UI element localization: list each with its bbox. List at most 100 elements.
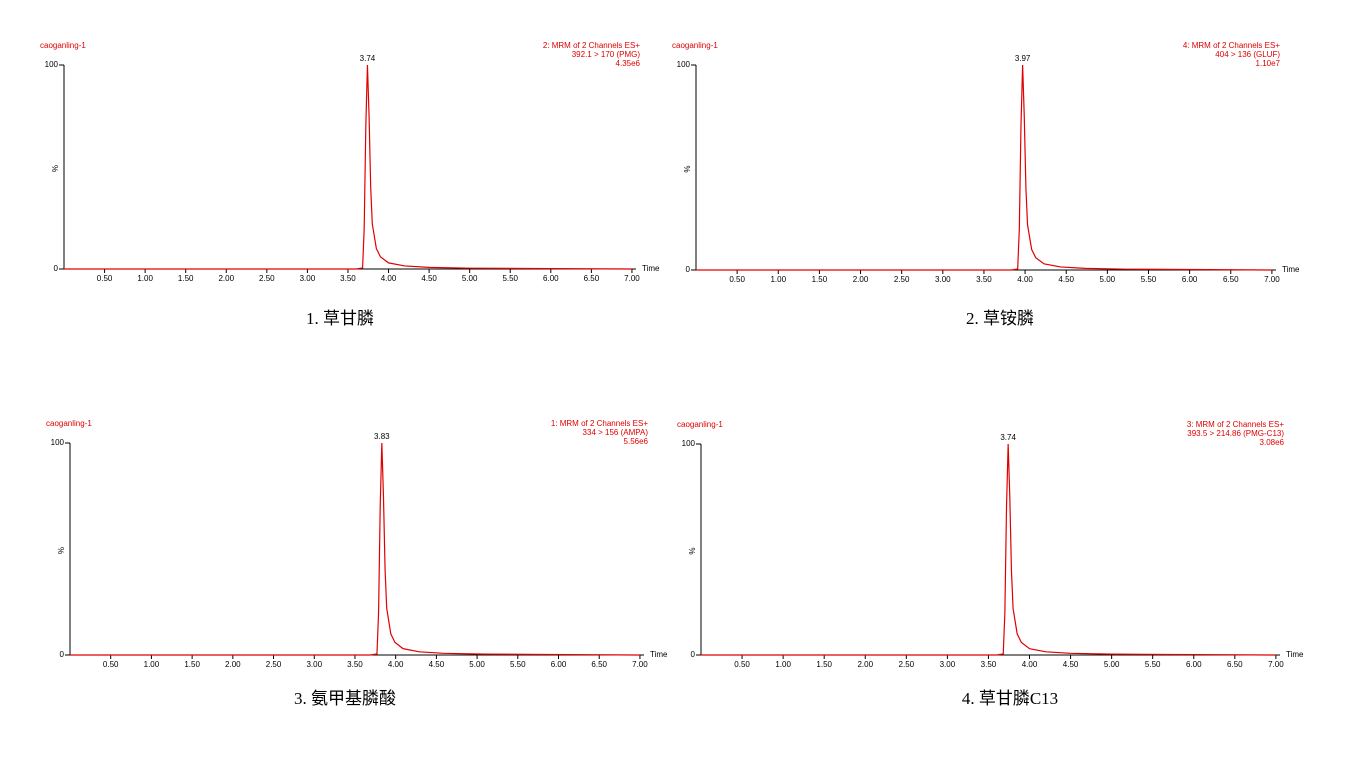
- x-tick-label: 5.50: [1145, 660, 1161, 669]
- x-tick-label: 7.00: [1268, 660, 1284, 669]
- y-axis-label: %: [688, 548, 697, 555]
- x-tick-label: 4.50: [429, 660, 445, 669]
- x-axis-label: Time: [1286, 650, 1304, 659]
- x-tick-label: 4.50: [421, 274, 437, 283]
- caption: 2. 草铵膦: [966, 309, 1034, 328]
- caption: 3. 氨甲基膦酸: [294, 689, 396, 708]
- x-tick-label: 6.50: [584, 274, 600, 283]
- y-tick-label: 100: [45, 60, 59, 69]
- x-tick-label: 4.50: [1063, 660, 1079, 669]
- x-tick-label: 7.00: [624, 274, 640, 283]
- x-axis-label: Time: [1282, 265, 1300, 274]
- x-tick-label: 6.00: [543, 274, 559, 283]
- peak-label: 3.83: [374, 432, 390, 441]
- x-tick-label: 1.00: [775, 660, 791, 669]
- y-tick-label: 0: [60, 650, 65, 659]
- x-tick-label: 6.00: [551, 660, 567, 669]
- channel-info: 2: MRM of 2 Channels ES+: [543, 41, 640, 50]
- channel-info: 392.1 > 170 (PMG): [572, 50, 641, 59]
- channel-info: 393.5 > 214.86 (PMG-C13): [1187, 429, 1284, 438]
- caption: 1. 草甘膦: [306, 309, 374, 328]
- x-tick-label: 7.00: [1264, 275, 1280, 284]
- x-tick-label: 6.00: [1182, 275, 1198, 284]
- x-tick-label: 7.00: [632, 660, 648, 669]
- x-tick-label: 2.00: [857, 660, 873, 669]
- chromatogram-line: [696, 64, 1272, 271]
- y-axis-label: %: [683, 166, 692, 173]
- channel-info: 5.56e6: [624, 437, 649, 446]
- x-tick-label: 1.50: [816, 660, 832, 669]
- x-tick-label: 1.00: [770, 275, 786, 284]
- channel-info: 1.10e7: [1256, 59, 1281, 68]
- sample-name: caoganling-1: [672, 41, 718, 50]
- x-tick-label: 3.50: [340, 274, 356, 283]
- x-tick-label: 0.50: [734, 660, 750, 669]
- x-tick-label: 5.50: [510, 660, 526, 669]
- x-tick-label: 3.00: [940, 660, 956, 669]
- x-tick-label: 0.50: [97, 274, 113, 283]
- x-tick-label: 2.50: [259, 274, 275, 283]
- x-tick-label: 2.00: [853, 275, 869, 284]
- x-tick-label: 2.00: [218, 274, 234, 283]
- x-tick-label: 6.00: [1186, 660, 1202, 669]
- x-tick-label: 3.00: [306, 660, 322, 669]
- x-tick-label: 5.00: [1100, 275, 1116, 284]
- chromatogram-line: [64, 64, 632, 270]
- channel-info: 4.35e6: [616, 59, 641, 68]
- x-tick-label: 3.50: [981, 660, 997, 669]
- peak-label: 3.97: [1015, 54, 1031, 63]
- channel-info: 3.08e6: [1260, 438, 1285, 447]
- x-axis-label: Time: [650, 650, 668, 659]
- x-tick-label: 6.50: [591, 660, 607, 669]
- y-axis-label: %: [51, 165, 60, 172]
- x-tick-label: 0.50: [729, 275, 745, 284]
- x-tick-label: 3.00: [935, 275, 951, 284]
- x-tick-label: 3.50: [347, 660, 363, 669]
- x-tick-label: 2.50: [266, 660, 282, 669]
- y-tick-label: 0: [686, 265, 691, 274]
- x-tick-label: 5.00: [462, 274, 478, 283]
- chromatogram-line: [701, 443, 1276, 656]
- peak-label: 3.74: [360, 54, 376, 63]
- x-tick-label: 6.50: [1227, 660, 1243, 669]
- x-tick-label: 0.50: [103, 660, 119, 669]
- x-tick-label: 4.00: [1017, 275, 1033, 284]
- y-tick-label: 0: [54, 264, 59, 273]
- chromatogram-line: [70, 442, 640, 656]
- y-tick-label: 100: [51, 438, 65, 447]
- x-tick-label: 5.50: [1141, 275, 1157, 284]
- channel-info: 404 > 136 (GLUF): [1215, 50, 1280, 59]
- x-tick-label: 2.50: [894, 275, 910, 284]
- sample-name: caoganling-1: [46, 419, 92, 428]
- channel-info: 334 > 156 (AMPA): [583, 428, 649, 437]
- sample-name: caoganling-1: [40, 41, 86, 50]
- x-tick-label: 5.00: [1104, 660, 1120, 669]
- peak-label: 3.74: [1000, 433, 1016, 442]
- x-axis-label: Time: [642, 264, 660, 273]
- x-tick-label: 1.50: [178, 274, 194, 283]
- sample-name: caoganling-1: [677, 420, 723, 429]
- x-tick-label: 4.50: [1058, 275, 1074, 284]
- x-tick-label: 1.50: [812, 275, 828, 284]
- x-tick-label: 2.00: [225, 660, 241, 669]
- x-tick-label: 1.50: [184, 660, 200, 669]
- y-tick-label: 100: [682, 439, 696, 448]
- x-tick-label: 4.00: [381, 274, 397, 283]
- x-tick-label: 4.00: [388, 660, 404, 669]
- y-tick-label: 100: [677, 60, 691, 69]
- x-tick-label: 2.50: [899, 660, 915, 669]
- channel-info: 3: MRM of 2 Channels ES+: [1187, 420, 1284, 429]
- x-tick-label: 3.00: [300, 274, 316, 283]
- x-tick-label: 5.50: [502, 274, 518, 283]
- x-tick-label: 1.00: [137, 274, 153, 283]
- x-tick-label: 4.00: [1022, 660, 1038, 669]
- x-tick-label: 1.00: [144, 660, 160, 669]
- x-tick-label: 3.50: [976, 275, 992, 284]
- x-tick-label: 6.50: [1223, 275, 1239, 284]
- caption: 4. 草甘膦C13: [962, 689, 1058, 708]
- x-tick-label: 5.00: [469, 660, 485, 669]
- channel-info: 4: MRM of 2 Channels ES+: [1183, 41, 1280, 50]
- channel-info: 1: MRM of 2 Channels ES+: [551, 419, 648, 428]
- y-tick-label: 0: [691, 650, 696, 659]
